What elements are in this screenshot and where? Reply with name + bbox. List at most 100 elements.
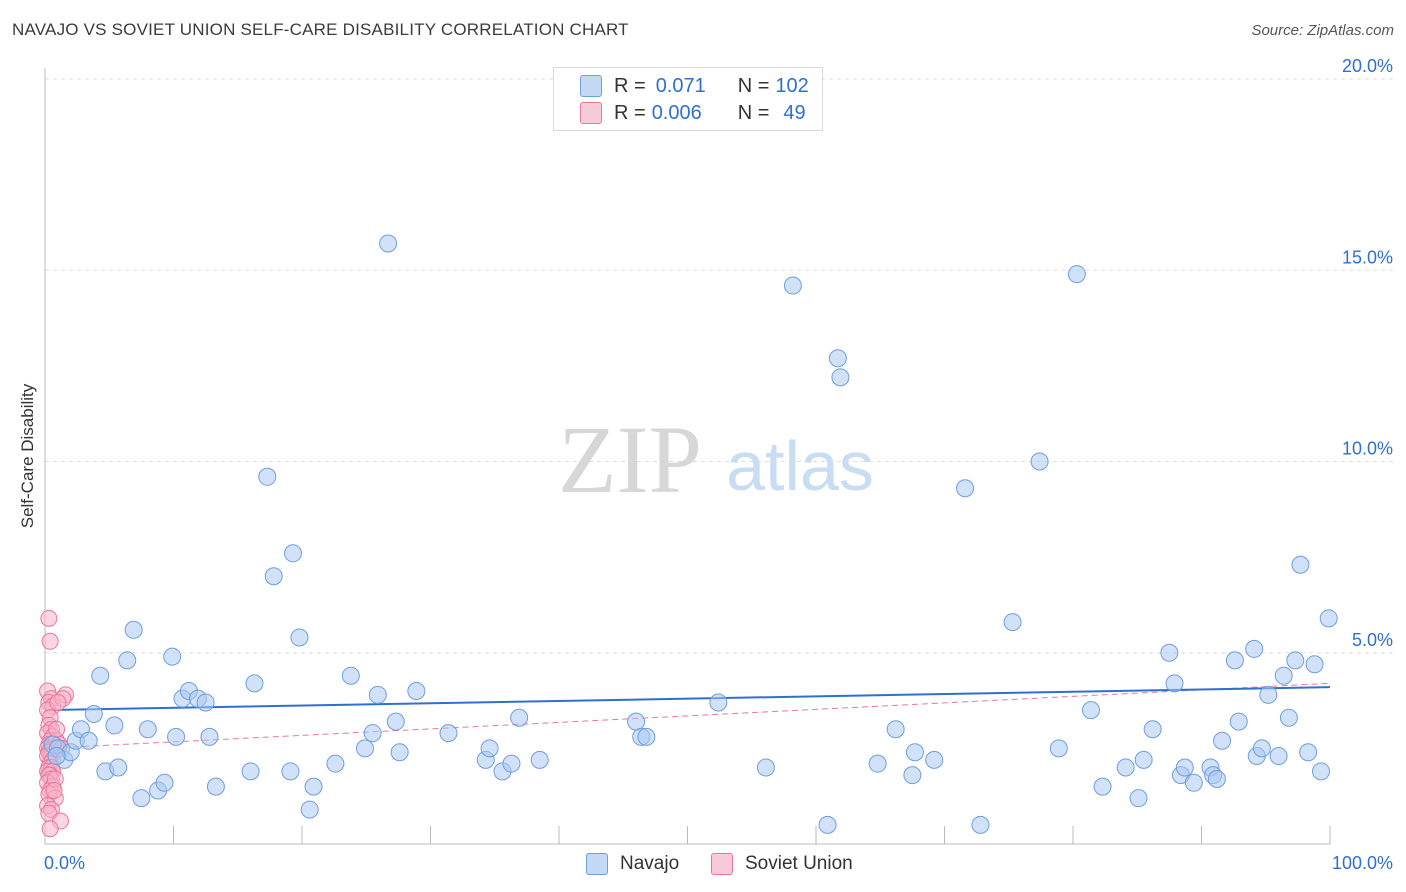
navajo-point <box>627 712 646 731</box>
navajo-point <box>326 754 345 773</box>
navajo-point <box>783 276 802 295</box>
navajo-point <box>118 651 137 670</box>
navajo-point <box>1259 685 1278 704</box>
y-tick-label: 10.0% <box>1342 439 1393 459</box>
navajo-point <box>1093 777 1112 796</box>
navajo-point <box>1184 773 1203 792</box>
navajo-point <box>281 762 300 781</box>
navajo-point <box>903 766 922 785</box>
soviet-union-n-label: N = <box>737 101 770 124</box>
tick-labels: 5.0% 10.0% 15.0% 20.0% 0.0% 100.0% <box>44 56 1393 873</box>
legend-navajo-swatch <box>586 853 608 875</box>
navajo-r-label: R = <box>614 74 646 97</box>
navajo-point <box>502 754 521 773</box>
soviet-union-n-value: 49 <box>783 101 806 124</box>
navajo-point <box>407 682 426 700</box>
navajo-point <box>828 349 847 368</box>
navajo-point <box>341 666 360 685</box>
navajo-point <box>1305 655 1324 674</box>
soviet-union-point <box>41 632 59 650</box>
navajo-point <box>167 727 186 746</box>
legend-item-navajo[interactable]: Navajo <box>586 853 679 875</box>
navajo-point <box>1229 712 1248 731</box>
y-tick-label: 5.0% <box>1352 630 1393 650</box>
watermark-zip: ZIP <box>558 406 702 513</box>
navajo-r-value: 0.071 <box>655 74 706 97</box>
navajo-point <box>1269 747 1288 766</box>
soviet-union-r-label: R = <box>614 101 646 124</box>
navajo-point <box>300 800 319 819</box>
soviet-union-swatch <box>580 102 602 124</box>
navajo-point <box>245 674 264 693</box>
navajo-point <box>105 716 124 735</box>
watermark: ZIP atlas <box>558 406 874 513</box>
navajo-point <box>91 666 110 685</box>
navajo-point <box>1213 731 1232 750</box>
navajo-point <box>196 693 215 712</box>
soviet-union-trend-line <box>62 682 1331 748</box>
navajo-point <box>1143 720 1162 739</box>
legend-navajo-label: Navajo <box>620 853 680 874</box>
navajo-point <box>1279 708 1298 727</box>
navajo-point <box>304 777 323 796</box>
navajo-point <box>1299 743 1318 762</box>
navajo-point <box>956 479 975 498</box>
stats-row-navajo: R = 0.071 N = 102 <box>580 74 809 98</box>
navajo-point <box>868 754 887 773</box>
navajo-point <box>132 789 151 808</box>
y-tick-label: 20.0% <box>1342 56 1393 76</box>
navajo-point <box>138 720 157 739</box>
soviet-union-point <box>45 781 63 799</box>
source-credit: Source: ZipAtlas.com <box>1251 22 1394 39</box>
navajo-point <box>84 704 103 723</box>
navajo-n-value: 102 <box>775 74 809 97</box>
navajo-point <box>1116 758 1135 777</box>
soviet-union-point <box>48 720 66 738</box>
series-legend: Navajo Soviet Union <box>0 850 1406 878</box>
navajo-point <box>206 777 225 796</box>
navajo-point <box>905 743 924 762</box>
stats-legend: R = 0.071 N = 102 R = 0.006 N = 49 <box>553 67 823 131</box>
y-tick-label: 15.0% <box>1342 247 1393 267</box>
watermark-atlas: atlas <box>726 427 874 505</box>
navajo-point <box>79 731 98 750</box>
navajo-point <box>163 647 182 666</box>
navajo-point <box>1165 674 1184 693</box>
navajo-point <box>258 467 277 486</box>
x-tick-label-min: 0.0% <box>44 853 85 873</box>
navajo-point <box>47 747 66 766</box>
navajo-point <box>386 712 405 731</box>
navajo-point <box>1003 613 1022 632</box>
navajo-point <box>1129 789 1148 808</box>
navajo-point <box>1067 265 1086 284</box>
navajo-trend-line <box>44 686 1331 712</box>
navajo-point <box>439 724 458 743</box>
navajo-swatch <box>580 75 602 97</box>
navajo-point <box>1245 639 1264 658</box>
navajo-point <box>818 815 837 834</box>
navajo-n-label: N = <box>737 74 770 97</box>
navajo-point <box>1134 750 1153 769</box>
soviet-union-r-value: 0.006 <box>651 101 702 124</box>
navajo-point <box>284 544 303 563</box>
grid-lines <box>45 78 1393 654</box>
navajo-point <box>756 758 775 777</box>
navajo-point <box>530 750 549 769</box>
navajo-point <box>200 727 219 746</box>
navajo-point <box>510 708 529 727</box>
trend-lines <box>44 682 1331 748</box>
navajo-point <box>355 739 374 758</box>
navajo-point <box>971 815 990 834</box>
navajo-point <box>290 628 309 647</box>
soviet-union-point <box>40 609 58 627</box>
legend-soviet-union-swatch <box>711 853 733 875</box>
legend-item-soviet-union[interactable]: Soviet Union <box>711 853 853 875</box>
navajo-point <box>709 693 728 712</box>
navajo-point <box>390 743 409 762</box>
navajo-point <box>1225 651 1244 670</box>
navajo-point <box>1274 666 1293 685</box>
navajo-point <box>886 720 905 739</box>
x-tick-label-max: 100.0% <box>1332 853 1393 873</box>
navajo-point <box>363 724 382 743</box>
navajo-point <box>1291 555 1310 574</box>
